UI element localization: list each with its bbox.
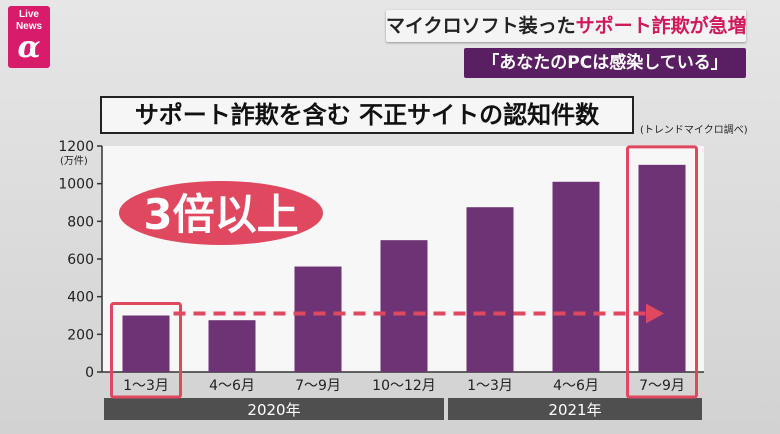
- y-tick-label: 1000: [58, 177, 94, 193]
- x-category-label: 4～6月: [553, 378, 599, 394]
- headline-part2: サポート詐欺が急増: [575, 15, 747, 37]
- y-tick-label: 0: [85, 365, 94, 381]
- headline-banner: マイクロソフト装ったサポート詐欺が急増: [386, 10, 747, 42]
- y-tick-label: 1200: [58, 139, 94, 155]
- bar: [638, 164, 686, 372]
- x-category-label: 4～6月: [209, 378, 255, 394]
- x-category-label: 10～12月: [372, 378, 436, 394]
- annotation-ellipse: [119, 181, 323, 245]
- highlight-frame: [110, 302, 182, 399]
- y-tick-label: 200: [67, 327, 94, 343]
- x-category-label: 7～9月: [639, 378, 685, 394]
- y-tick-label: 400: [67, 290, 94, 306]
- live-news-alpha-logo: Live News α: [8, 6, 50, 68]
- bar: [294, 266, 342, 372]
- growth-arrow-head: [646, 303, 664, 324]
- bar: [208, 320, 256, 372]
- year-group-label: 2020年: [247, 401, 300, 419]
- bar: [552, 181, 600, 372]
- x-category-label: 1～3月: [467, 378, 513, 394]
- annotation-label: 3倍以上: [143, 190, 298, 239]
- bar: [122, 315, 170, 372]
- y-tick-label: 800: [67, 214, 94, 230]
- subheadline-banner: 「あなたのPCは感染している」: [464, 48, 746, 78]
- chart-source: (トレンドマイクロ調べ): [640, 125, 748, 136]
- y-axis-unit: (万件): [60, 155, 88, 167]
- year-group-bar: [448, 398, 702, 420]
- y-tick-label: 600: [67, 252, 94, 268]
- logo-line-news: News: [15, 21, 43, 32]
- bar: [466, 207, 514, 372]
- chart-title: サポート詐欺を含む 不正サイトの認知件数: [100, 96, 634, 134]
- x-category-label: 1～3月: [123, 378, 169, 394]
- logo-line-live: Live: [18, 9, 39, 20]
- highlight-frame: [626, 145, 698, 399]
- headline-part1: マイクロソフト装った: [386, 15, 576, 37]
- year-group-bar: [104, 398, 444, 420]
- bar: [380, 240, 428, 372]
- logo-alpha-symbol: α: [17, 30, 41, 65]
- x-category-label: 7～9月: [295, 378, 341, 394]
- year-group-label: 2021年: [548, 401, 601, 419]
